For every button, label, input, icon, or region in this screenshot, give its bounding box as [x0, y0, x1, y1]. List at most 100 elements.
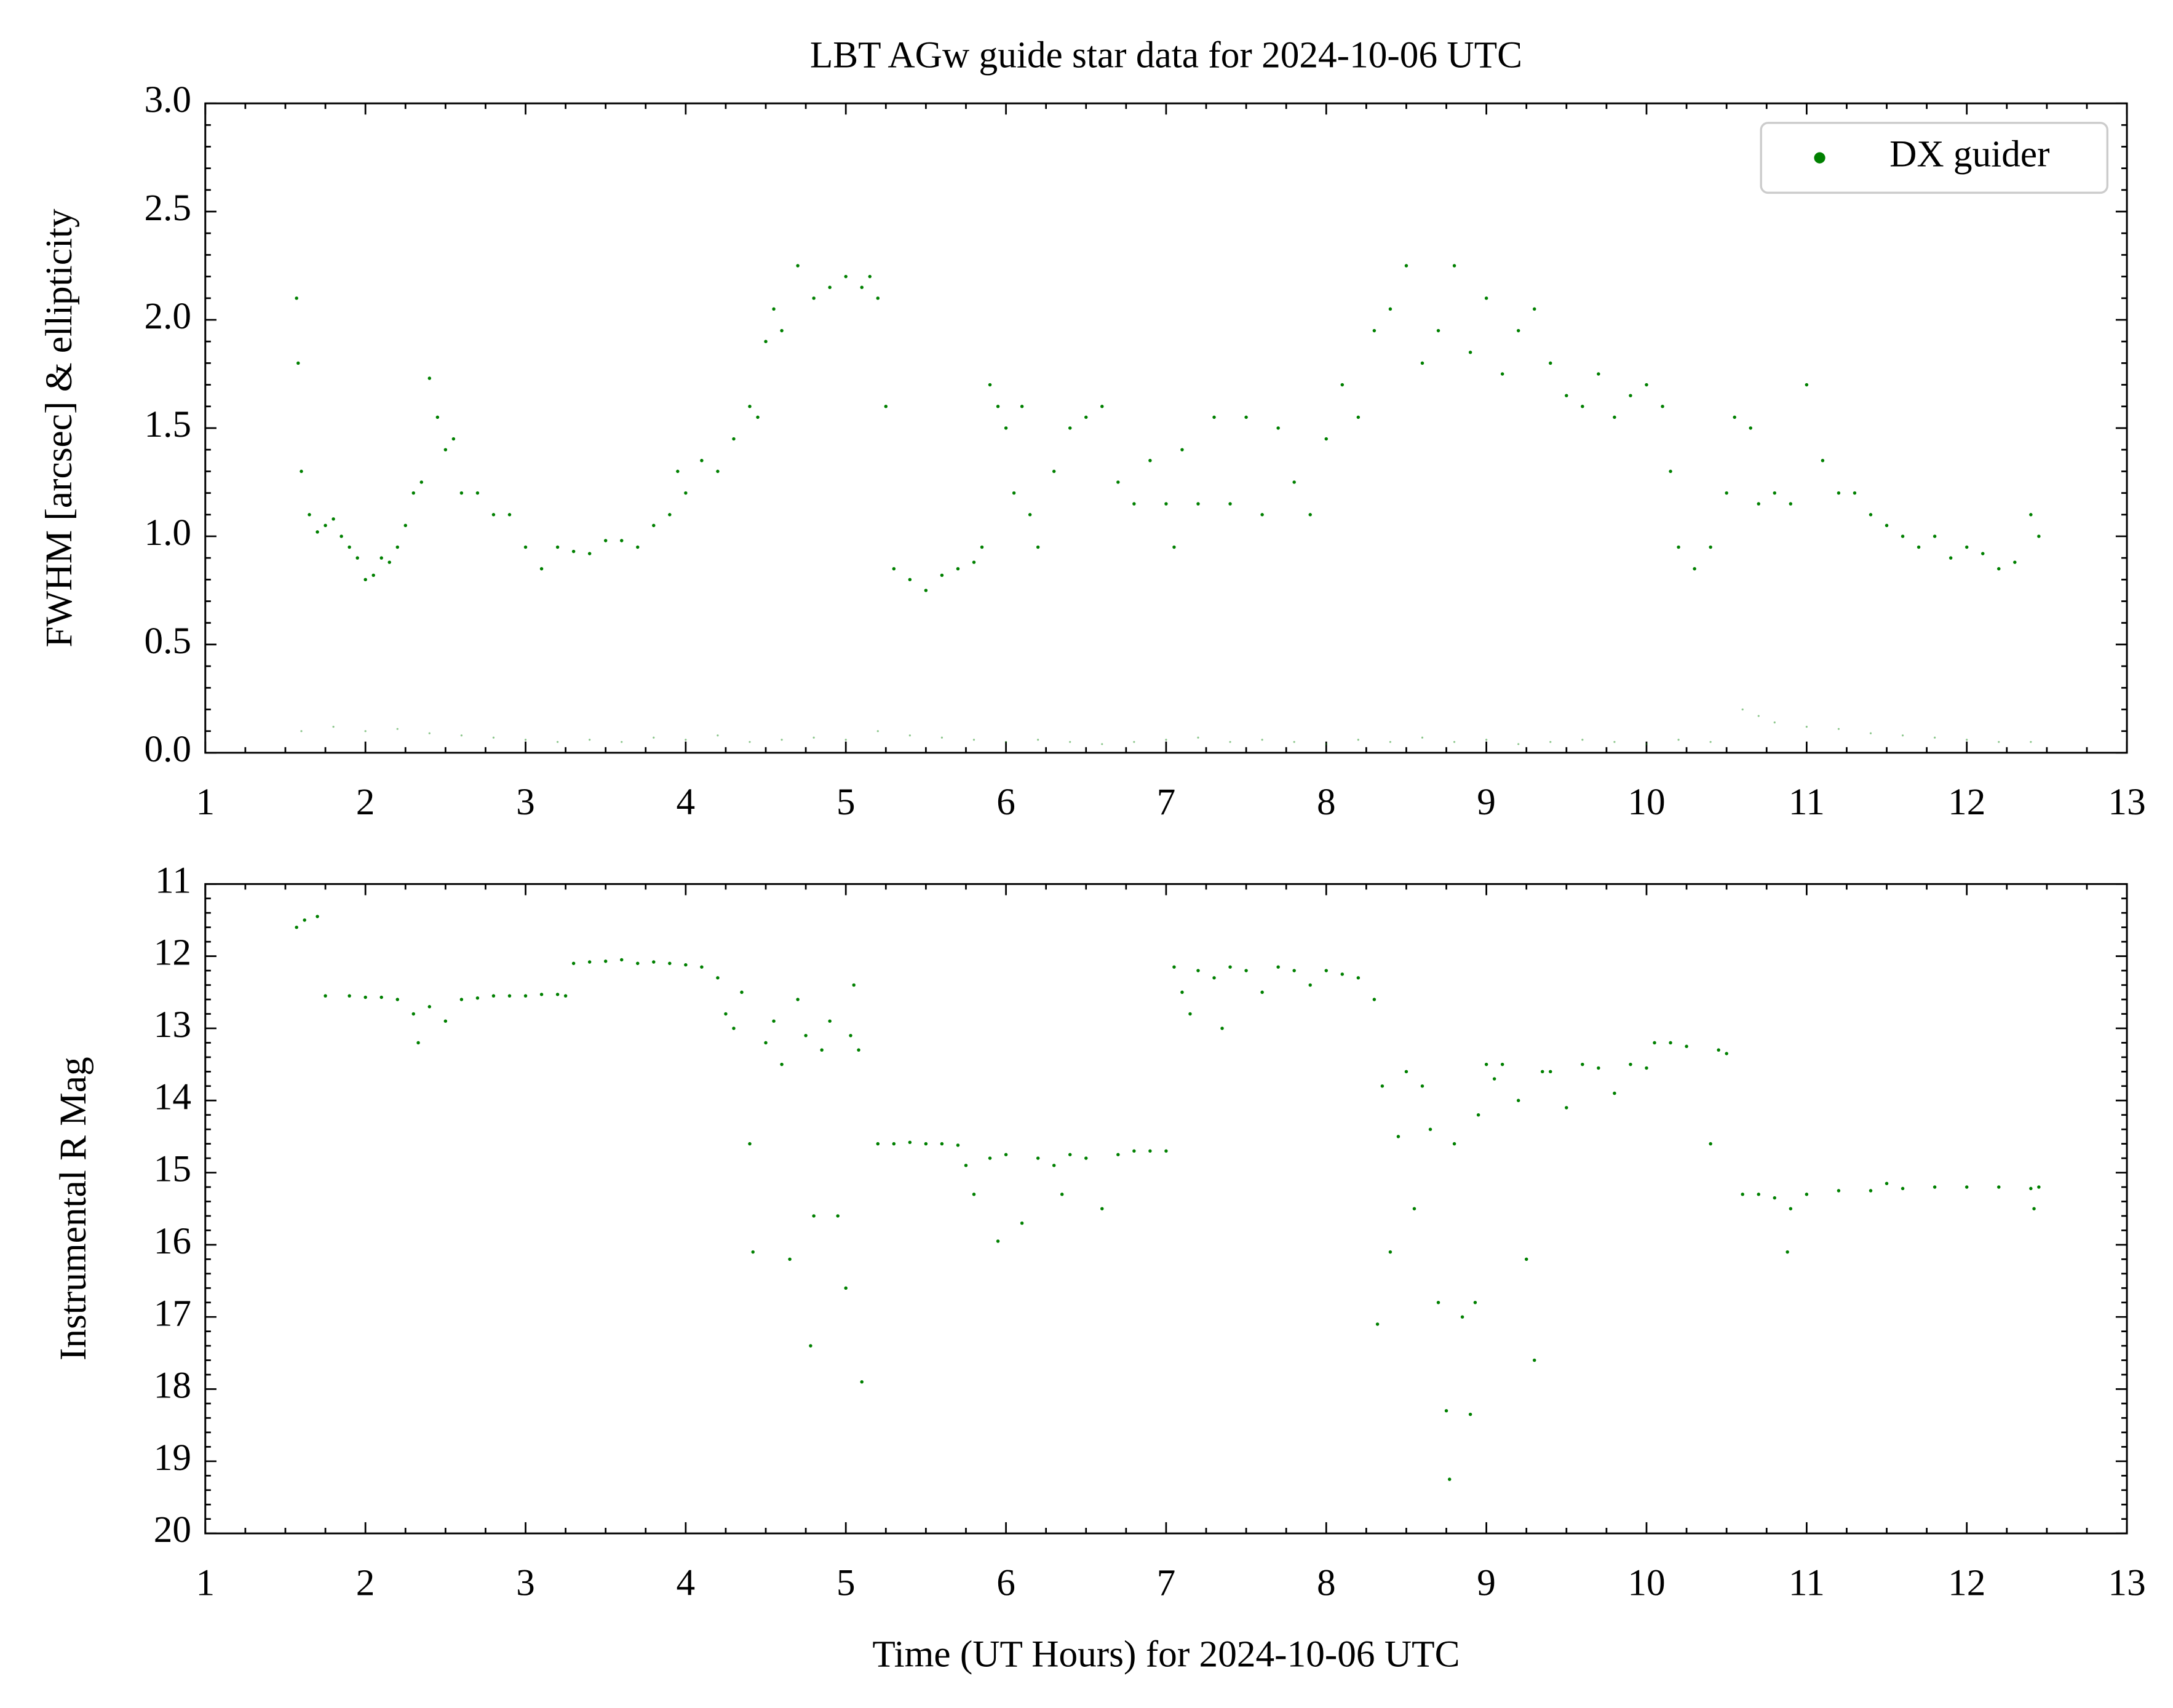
data-point: [1164, 1149, 1168, 1153]
data-point: [1533, 1358, 1536, 1362]
data-point: [364, 730, 367, 733]
data-point: [772, 307, 776, 311]
data-point: [1436, 1301, 1440, 1305]
data-point: [1981, 552, 1985, 555]
data-point: [1853, 491, 1857, 495]
data-point: [940, 1142, 944, 1146]
data-point: [1917, 545, 1921, 549]
data-point: [1196, 969, 1200, 972]
y-axis-label: FWHM [arcsec] & ellipticity: [38, 209, 80, 648]
data-point: [1869, 1189, 1873, 1193]
data-point: [780, 328, 784, 333]
data-point: [809, 1344, 812, 1348]
data-point: [1473, 1301, 1477, 1305]
data-point: [491, 513, 496, 517]
data-point: [1372, 328, 1376, 333]
data-point: [395, 998, 399, 1001]
data-point: [1581, 739, 1584, 741]
data-point: [940, 573, 944, 578]
data-point: [1180, 448, 1184, 451]
x-tick-label: 1: [196, 781, 215, 823]
data-point: [1597, 1066, 1600, 1070]
data-point: [716, 469, 720, 474]
data-point: [1324, 437, 1329, 441]
data-point: [1485, 739, 1488, 741]
data-point: [740, 990, 744, 995]
data-point: [1517, 743, 1520, 745]
y-tick-label: 3.0: [144, 79, 191, 121]
data-point: [1436, 328, 1440, 333]
x-tick-label: 7: [1157, 1562, 1176, 1603]
y-tick-label: 12: [154, 932, 191, 974]
data-point: [1901, 1186, 1905, 1191]
x-tick-label: 4: [677, 1562, 696, 1603]
data-point: [1101, 743, 1103, 745]
y-tick-label: 19: [154, 1437, 191, 1479]
data-point: [1004, 1153, 1008, 1156]
data-point: [1229, 741, 1231, 743]
data-point: [1581, 405, 1584, 408]
data-point: [1837, 491, 1841, 495]
data-point: [1773, 1196, 1777, 1200]
x-tick-label: 13: [2108, 781, 2145, 823]
x-tick-label: 3: [516, 1562, 535, 1603]
data-point: [1244, 969, 1248, 972]
data-point: [652, 523, 656, 528]
data-point: [539, 567, 544, 571]
data-point: [1020, 1221, 1024, 1225]
data-point: [1949, 556, 1953, 560]
data-point: [1292, 969, 1296, 972]
data-point: [1693, 567, 1696, 571]
data-point: [724, 1012, 728, 1016]
data-point: [416, 1041, 420, 1045]
x-tick-label: 4: [677, 781, 696, 823]
data-point: [1789, 502, 1793, 506]
y-axis-label: Instrumental R Mag: [52, 1057, 94, 1360]
data-point: [860, 1380, 864, 1384]
data-point: [756, 415, 760, 419]
data-point: [732, 1027, 736, 1030]
data-point: [1404, 264, 1408, 268]
data-point: [1052, 1164, 1056, 1167]
legend: DX guider: [1760, 122, 2108, 194]
data-point: [1901, 734, 1904, 737]
data-point: [1677, 739, 1680, 741]
data-point: [300, 469, 303, 474]
x-tick-label: 5: [836, 781, 856, 823]
data-point: [1773, 491, 1777, 495]
data-point: [1276, 965, 1280, 969]
data-point: [340, 534, 343, 538]
data-point: [1228, 965, 1232, 969]
data-point: [443, 448, 448, 451]
data-point: [1685, 1044, 1688, 1048]
x-tick-label: 9: [1477, 1562, 1496, 1603]
data-point: [348, 545, 351, 549]
y-tick-label: 20: [154, 1509, 191, 1551]
data-point: [1725, 491, 1728, 495]
data-point: [1380, 1084, 1384, 1088]
data-point: [1212, 415, 1216, 419]
data-point: [1549, 741, 1552, 743]
data-point: [860, 285, 864, 289]
data-point: [1757, 1193, 1760, 1196]
x-tick-label: 6: [996, 1562, 1015, 1603]
x-tick-label: 12: [1948, 1562, 1985, 1603]
data-point: [2037, 534, 2041, 538]
chart-title: LBT AGw guide star data for 2024-10-06 U…: [810, 34, 1522, 76]
data-point: [852, 983, 856, 987]
data-point: [1613, 1091, 1616, 1095]
data-point: [621, 741, 623, 743]
data-point: [908, 1140, 912, 1145]
data-point: [589, 739, 591, 741]
data-point: [332, 726, 335, 728]
data-point: [295, 925, 298, 929]
data-point: [460, 734, 463, 737]
data-point: [857, 1048, 860, 1052]
data-point: [1388, 1250, 1392, 1254]
data-point: [980, 545, 984, 549]
data-point: [1885, 1182, 1889, 1185]
data-point: [387, 560, 391, 564]
y-tick-label: 15: [154, 1148, 191, 1190]
data-point: [1516, 328, 1520, 333]
data-point: [1420, 361, 1424, 365]
